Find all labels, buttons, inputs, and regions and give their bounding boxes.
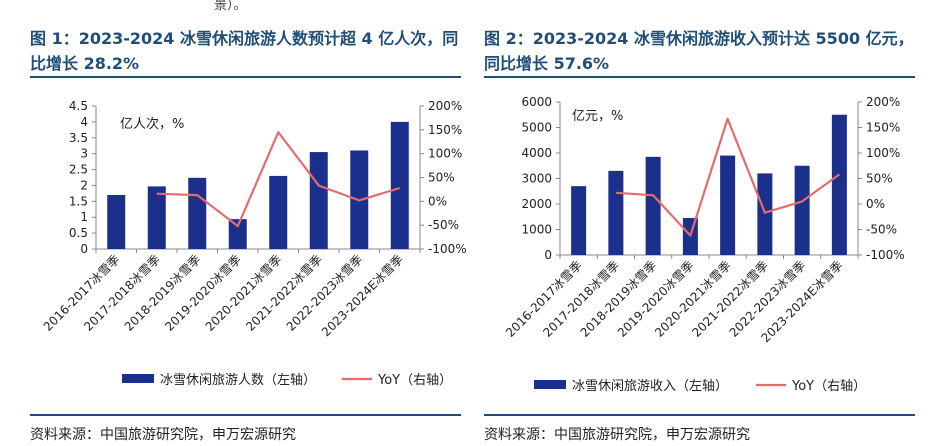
figure-1-title: 图 1：2023-2024 冰雪休闲旅游人数预计超 4 亿人次，同比增长 28.… bbox=[30, 29, 459, 73]
x-tick-label: 2022-2023冰雪季 bbox=[284, 252, 366, 334]
legend-line-label: YoY（右轴） bbox=[377, 373, 452, 388]
x-tick-label: 2019-2020冰雪季 bbox=[162, 252, 244, 334]
right-tick-label: -50% bbox=[866, 223, 897, 237]
figure-2-source: 资料来源：中国旅游研究院，申万宏源研究 bbox=[484, 427, 750, 443]
chart-2: 0 1000 2000 3000 4000 5000 6000 -100% -50% 0% 50% 1… bbox=[503, 95, 905, 394]
right-tick-label: -100% bbox=[428, 242, 467, 256]
left-tick-label: 0 bbox=[80, 242, 88, 256]
left-tick-label: 3.5 bbox=[69, 131, 88, 145]
legend-bar-label: 冰雪休闲旅游收入（左轴） bbox=[572, 379, 728, 394]
right-tick-label: -50% bbox=[428, 218, 459, 232]
legend-bar-swatch bbox=[534, 380, 566, 389]
x-tick-label: 2016-2017冰雪季 bbox=[41, 252, 123, 334]
bar bbox=[794, 165, 810, 255]
bar bbox=[188, 177, 207, 249]
right-tick-label: 0% bbox=[428, 194, 447, 208]
left-tick-label: 3 bbox=[80, 147, 88, 161]
left-tick-label: 0.5 bbox=[69, 226, 88, 240]
bar bbox=[309, 152, 328, 249]
bar bbox=[831, 114, 847, 255]
legend-bar-swatch bbox=[122, 374, 154, 383]
bar bbox=[107, 194, 126, 249]
left-tick-label: 4.5 bbox=[69, 99, 88, 113]
unit-label: 亿人次，% bbox=[120, 116, 184, 132]
right-tick-label: 200% bbox=[866, 95, 900, 109]
left-tick-label: 1000 bbox=[521, 223, 552, 237]
left-tick-label: 3000 bbox=[521, 172, 552, 186]
bar bbox=[147, 186, 166, 249]
right-tick-label: 50% bbox=[428, 171, 455, 185]
figure-2-title: 图 2：2023-2024 冰雪休闲旅游收入预计达 5500 亿元，同比增长 5… bbox=[484, 29, 914, 73]
left-tick-label: 6000 bbox=[521, 95, 552, 109]
bar bbox=[390, 121, 409, 249]
title-divider bbox=[484, 76, 915, 78]
bar bbox=[645, 156, 661, 255]
x-tick-label: 2017-2018冰雪季 bbox=[81, 252, 163, 334]
bar bbox=[757, 173, 773, 255]
right-tick-label: 0% bbox=[866, 197, 885, 211]
right-tick-label: 150% bbox=[866, 121, 900, 135]
figure-2: 图 2：2023-2024 冰雪休闲旅游收入预计达 5500 亿元，同比增长 5… bbox=[484, 0, 915, 446]
figure-1-source: 资料来源：中国旅游研究院，申万宏源研究 bbox=[30, 427, 296, 443]
bar bbox=[269, 175, 288, 249]
figure-1: 图 1：2023-2024 冰雪休闲旅游人数预计超 4 亿人次，同比增长 28.… bbox=[30, 0, 467, 446]
x-tick-label: 2021-2022冰雪季 bbox=[243, 252, 325, 334]
bottom-divider bbox=[30, 414, 461, 416]
bar bbox=[571, 186, 587, 255]
right-tick-label: 50% bbox=[866, 172, 893, 186]
left-tick-label: 2000 bbox=[521, 197, 552, 211]
bottom-divider bbox=[484, 414, 915, 416]
yoy-line bbox=[156, 131, 401, 228]
yoy-line bbox=[615, 117, 841, 237]
left-tick-label: 1 bbox=[80, 210, 88, 224]
bar bbox=[720, 155, 736, 255]
left-tick-label: 0 bbox=[544, 248, 552, 262]
x-tick-label: 2023-2024E冰雪季 bbox=[319, 252, 406, 339]
previous-page-text: 景）。 bbox=[214, 0, 247, 13]
bar bbox=[608, 170, 624, 255]
title-divider bbox=[30, 76, 461, 78]
right-tick-label: 150% bbox=[428, 123, 462, 137]
unit-label: 亿元，% bbox=[572, 109, 623, 124]
legend-line-label: YoY（右轴） bbox=[791, 379, 866, 394]
right-tick-label: -100% bbox=[866, 248, 905, 262]
left-tick-label: 5000 bbox=[521, 121, 552, 135]
left-tick-label: 2 bbox=[80, 178, 88, 192]
x-tick-label: 2018-2019冰雪季 bbox=[122, 252, 204, 334]
left-tick-label: 4 bbox=[80, 115, 88, 129]
left-tick-label: 2.5 bbox=[69, 163, 88, 177]
legend-bar-label: 冰雪休闲旅游人数（左轴） bbox=[160, 373, 316, 388]
right-tick-label: 100% bbox=[428, 147, 462, 161]
chart-1: 0 0.5 1 1.5 22.5 3 3.5 4 4.5 -100% -50% 0% 50% 100% 15… bbox=[41, 99, 467, 388]
left-tick-label: 1.5 bbox=[69, 194, 88, 208]
left-tick-label: 4000 bbox=[521, 146, 552, 160]
right-tick-label: 100% bbox=[866, 146, 900, 160]
x-tick-label: 2020-2021冰雪季 bbox=[203, 252, 285, 334]
bar bbox=[228, 219, 247, 249]
right-tick-label: 200% bbox=[428, 99, 462, 113]
